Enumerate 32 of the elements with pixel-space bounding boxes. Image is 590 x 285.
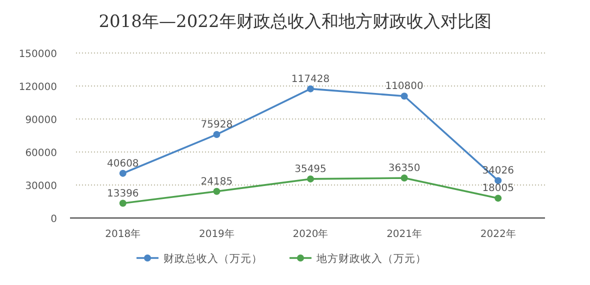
point	[494, 194, 502, 202]
x-tick-label: 2018年	[105, 228, 141, 240]
x-tick-label: 2022年	[480, 228, 516, 240]
y-tick-label: 90000	[25, 115, 57, 126]
point	[213, 188, 220, 195]
x-tick-label: 2021年	[386, 228, 422, 240]
legend-label: 地方财政收入（万元）	[316, 252, 426, 265]
data-label: 36350	[388, 163, 420, 174]
chart-title: 2018年—2022年财政总收入和地方财政收入对比图	[98, 12, 492, 32]
data-label: 35495	[294, 164, 326, 175]
data-label: 75928	[200, 119, 233, 130]
point	[119, 170, 126, 177]
legend-label: 财政总收入（万元）	[164, 252, 262, 265]
point	[307, 175, 314, 182]
y-tick-label: 0	[50, 214, 57, 225]
point	[119, 200, 126, 207]
y-tick-label: 120000	[18, 82, 57, 93]
y-tick-label: 30000	[25, 181, 57, 192]
x-tick-label: 2019年	[198, 228, 234, 240]
point	[400, 92, 408, 100]
point	[213, 130, 220, 138]
y-tick-label: 150000	[18, 49, 57, 60]
data-label: 13396	[106, 188, 139, 200]
point	[400, 174, 408, 182]
data-label: 24185	[200, 176, 233, 188]
data-label: 117428	[291, 74, 330, 85]
data-label: 110800	[385, 81, 424, 92]
data-label: 18005	[482, 183, 514, 194]
x-tick-label: 2020年	[292, 228, 328, 240]
point	[307, 85, 314, 92]
y-tick-label: 60000	[25, 148, 57, 159]
data-label: 40608	[106, 158, 139, 170]
